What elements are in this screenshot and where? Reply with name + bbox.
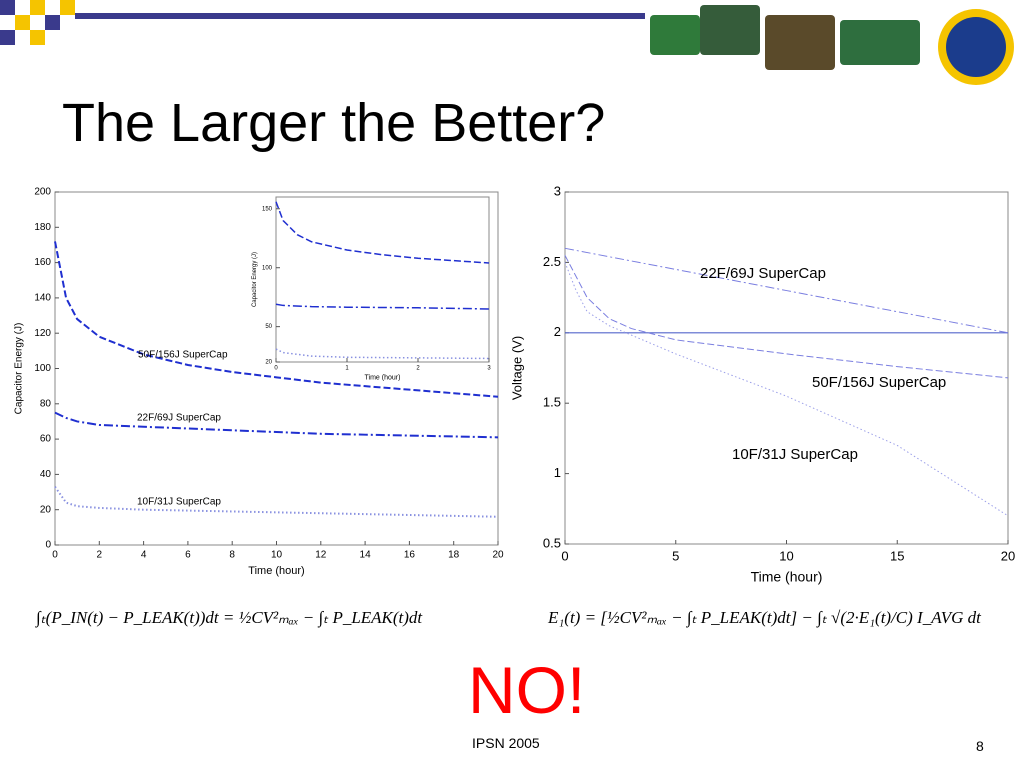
y-axis-label: Capacitor Energy (J) [252,252,258,307]
square [30,30,45,45]
footer: IPSN 2005 [472,735,540,751]
series-label: 22F/69J SuperCap [137,413,221,424]
y-tick-label: 200 [34,187,51,198]
x-tick-label: 10 [271,550,283,561]
board-image [765,15,835,70]
plot-area [564,191,1009,545]
seal [946,17,1006,77]
series-line [564,247,1009,334]
x-tick-label: 20 [492,550,504,561]
series-label: 10F/31J SuperCap [137,497,221,508]
series-label: 22F/69J SuperCap [700,265,826,282]
y-tick-label: 1.5 [543,395,561,410]
series-label: 50F/156J SuperCap [138,350,228,361]
equation: E₁(t) = [½CV²ₘₐₓ − ∫ₜ P_LEAK(t)dt] − ∫ₜ … [548,608,981,627]
x-tick-label: 15 [890,548,904,563]
y-tick-label: 140 [34,293,51,304]
x-tick-label: 12 [315,550,327,561]
plot-area [275,196,490,363]
slide-title: The Larger the Better? [62,93,606,153]
y-tick-label: 0 [45,540,51,551]
square [30,0,45,15]
x-tick-label: 6 [185,550,191,561]
x-tick-label: 8 [229,550,235,561]
y-tick-label: 50 [265,324,272,330]
series-label: 10F/31J SuperCap [732,446,858,463]
y-tick-label: 80 [40,398,52,409]
x-tick-label: 2 [416,366,420,372]
x-tick-label: 16 [404,550,416,561]
header-bar [75,13,645,19]
y-tick-label: 20 [265,360,272,366]
y-tick-label: 2 [554,324,561,339]
board-image [700,5,760,55]
series-label: 50F/156J SuperCap [812,374,946,391]
x-tick-label: 5 [672,548,679,563]
x-tick-label: 0 [561,548,568,563]
x-tick-label: 4 [141,550,147,561]
y-axis-label: Voltage (V) [510,336,525,400]
series-line [275,201,490,264]
x-axis-label: Time (hour) [365,374,401,381]
y-tick-label: 150 [262,206,273,212]
x-tick-label: 0 [274,366,278,372]
x-tick-label: 1 [345,366,349,372]
x-axis-label: Time (hour) [248,565,304,577]
x-tick-label: 10 [779,548,793,563]
series-line [54,411,499,439]
board-image [840,20,920,65]
x-tick-label: 18 [448,550,460,561]
y-tick-label: 20 [40,504,52,515]
square [60,0,75,15]
square [15,15,30,30]
y-tick-label: 120 [34,328,51,339]
x-tick-label: 2 [97,550,103,561]
x-tick-label: 3 [487,366,491,372]
y-tick-label: 100 [262,265,273,271]
y-tick-label: 160 [34,257,51,268]
y-tick-label: 3 [554,183,561,198]
y-tick-label: 1 [554,465,561,480]
square [0,0,15,15]
x-tick-label: 20 [1001,548,1015,563]
y-tick-label: 180 [34,222,51,233]
series-line [275,303,490,310]
series-line [564,255,1009,379]
board-image [650,15,700,55]
y-tick-label: 0.5 [543,535,561,550]
x-tick-label: 14 [360,550,372,561]
square [45,15,60,30]
y-tick-label: 100 [34,363,51,374]
square [0,30,15,45]
answer: NO! [468,653,586,727]
y-tick-label: 2.5 [543,254,561,269]
equation: ∫ₜ(P_IN(t) − P_LEAK(t))dt = ½CV²ₘₐₓ − ∫ₜ… [36,608,423,627]
charts: 0 2 4 6 8 10 12 14 16 18 2002040608010012014016018… [14,183,1016,585]
y-tick-label: 40 [40,469,52,480]
y-axis-label: Capacitor Energy (J) [14,323,25,415]
series-line [54,241,499,398]
y-tick-label: 60 [40,434,52,445]
header-decor [0,0,1014,85]
series-line [564,262,1009,517]
x-axis-label: Time (hour) [751,569,823,585]
page-number: 8 [976,738,984,754]
x-tick-label: 0 [52,550,58,561]
